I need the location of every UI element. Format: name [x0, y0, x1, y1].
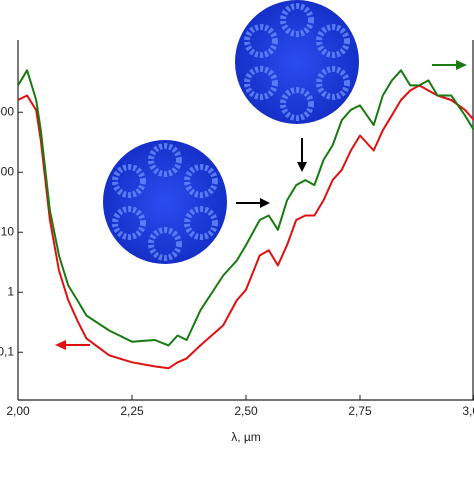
x-tick-label: 3,00: [462, 404, 474, 418]
y-tick-label: 1: [7, 284, 14, 298]
arrows: [55, 60, 467, 350]
data-line: [17, 69, 474, 347]
x-axis-label: λ, µm: [231, 430, 261, 444]
x-tick-label: 2,25: [120, 404, 144, 418]
x-tick-label: 2,50: [234, 404, 258, 418]
fiber-image: [103, 140, 227, 264]
fiber-image: [235, 0, 359, 124]
y-tick-label: 0,1: [0, 344, 14, 358]
y-tick-label: 10: [1, 224, 15, 238]
y-tick-label: 100: [0, 164, 14, 178]
x-tick-label: 2,75: [348, 404, 372, 418]
x-tick-label: 2,00: [6, 404, 30, 418]
data-line: [17, 84, 474, 370]
